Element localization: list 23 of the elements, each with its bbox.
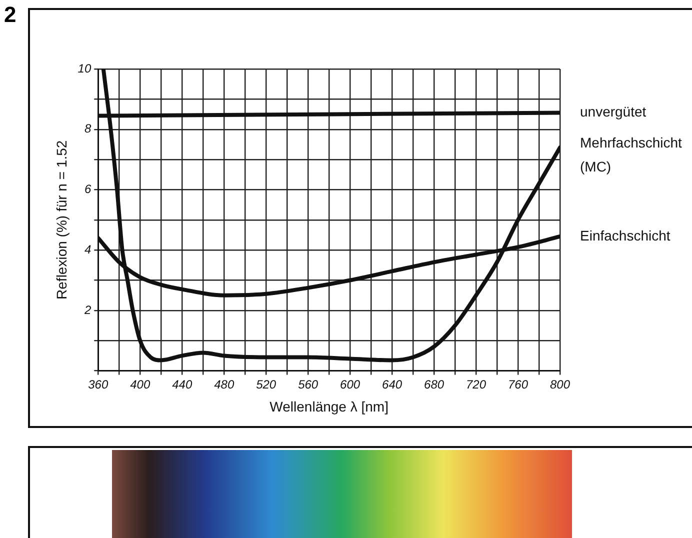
x-tick-label: 360 bbox=[88, 377, 108, 392]
x-tick-label: 680 bbox=[424, 377, 444, 392]
y-tick-label: 10 bbox=[78, 61, 92, 76]
x-tick-label: 440 bbox=[172, 377, 192, 392]
x-axis-title: Wellenlänge λ [nm] bbox=[270, 398, 388, 414]
series-label: Einfachschicht bbox=[580, 227, 670, 244]
series-label: unvergütet bbox=[580, 104, 646, 120]
x-tick-label: 400 bbox=[130, 377, 150, 392]
y-tick-label: 8 bbox=[84, 122, 92, 136]
x-tick-label: 640 bbox=[382, 377, 402, 392]
y-axis-title: Reflexion (%) für n = 1.52 bbox=[53, 140, 70, 300]
y-tick-label: 2 bbox=[83, 302, 92, 317]
x-tick-label: 720 bbox=[466, 377, 486, 392]
y-tick-label: 4 bbox=[84, 242, 92, 256]
x-tick-label: 800 bbox=[550, 377, 570, 392]
x-tick-label: 760 bbox=[508, 377, 528, 392]
x-tick-label: 600 bbox=[340, 377, 360, 392]
series-label: Mehrfachschicht (MC) bbox=[580, 134, 682, 174]
y-tick-label: 6 bbox=[84, 182, 92, 196]
text: 2 bbox=[4, 2, 16, 28]
x-tick-label: 480 bbox=[214, 377, 234, 392]
x-tick-label: 520 bbox=[256, 377, 276, 392]
x-tick-label: 560 bbox=[298, 377, 318, 392]
